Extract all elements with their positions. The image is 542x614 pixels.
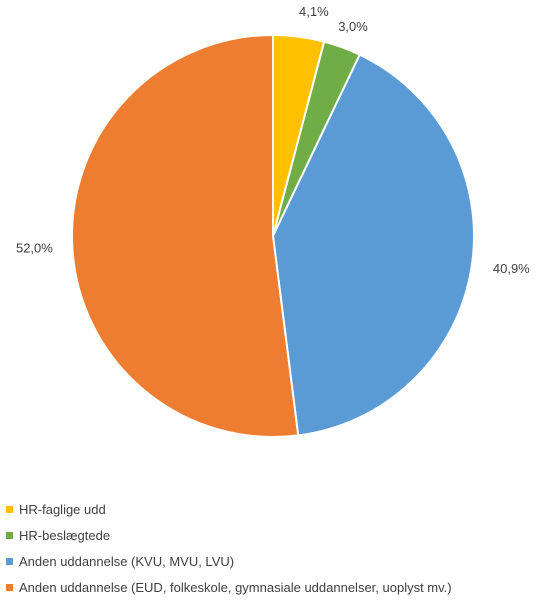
legend-item: HR-beslægtede bbox=[6, 522, 542, 548]
pie-data-label: 4,1% bbox=[299, 4, 329, 19]
legend-swatch bbox=[6, 557, 13, 565]
legend-item: Anden uddannelse (EUD, folkeskole, gymna… bbox=[6, 574, 542, 600]
legend-swatch bbox=[6, 531, 13, 539]
legend-label: HR-faglige udd bbox=[19, 501, 106, 517]
pie-slice bbox=[271, 53, 475, 437]
legend-item: HR-faglige udd bbox=[6, 496, 542, 522]
pie-slice bbox=[71, 33, 300, 438]
pie-data-label: 52,0% bbox=[16, 241, 53, 256]
legend-swatch bbox=[6, 505, 13, 513]
pie-data-label: 40,9% bbox=[493, 261, 530, 276]
legend-label: HR-beslægtede bbox=[19, 527, 111, 543]
legend-swatch bbox=[6, 583, 13, 591]
legend-label: Anden uddannelse (KVU, MVU, LVU) bbox=[19, 553, 235, 569]
pie-data-label: 3,0% bbox=[338, 19, 368, 34]
legend-item: Anden uddannelse (KVU, MVU, LVU) bbox=[6, 548, 542, 574]
chart-legend: HR-faglige udd HR-beslægtede Anden uddanne… bbox=[6, 496, 542, 600]
legend-label: Anden uddannelse (EUD, folkeskole, gymna… bbox=[19, 579, 452, 595]
